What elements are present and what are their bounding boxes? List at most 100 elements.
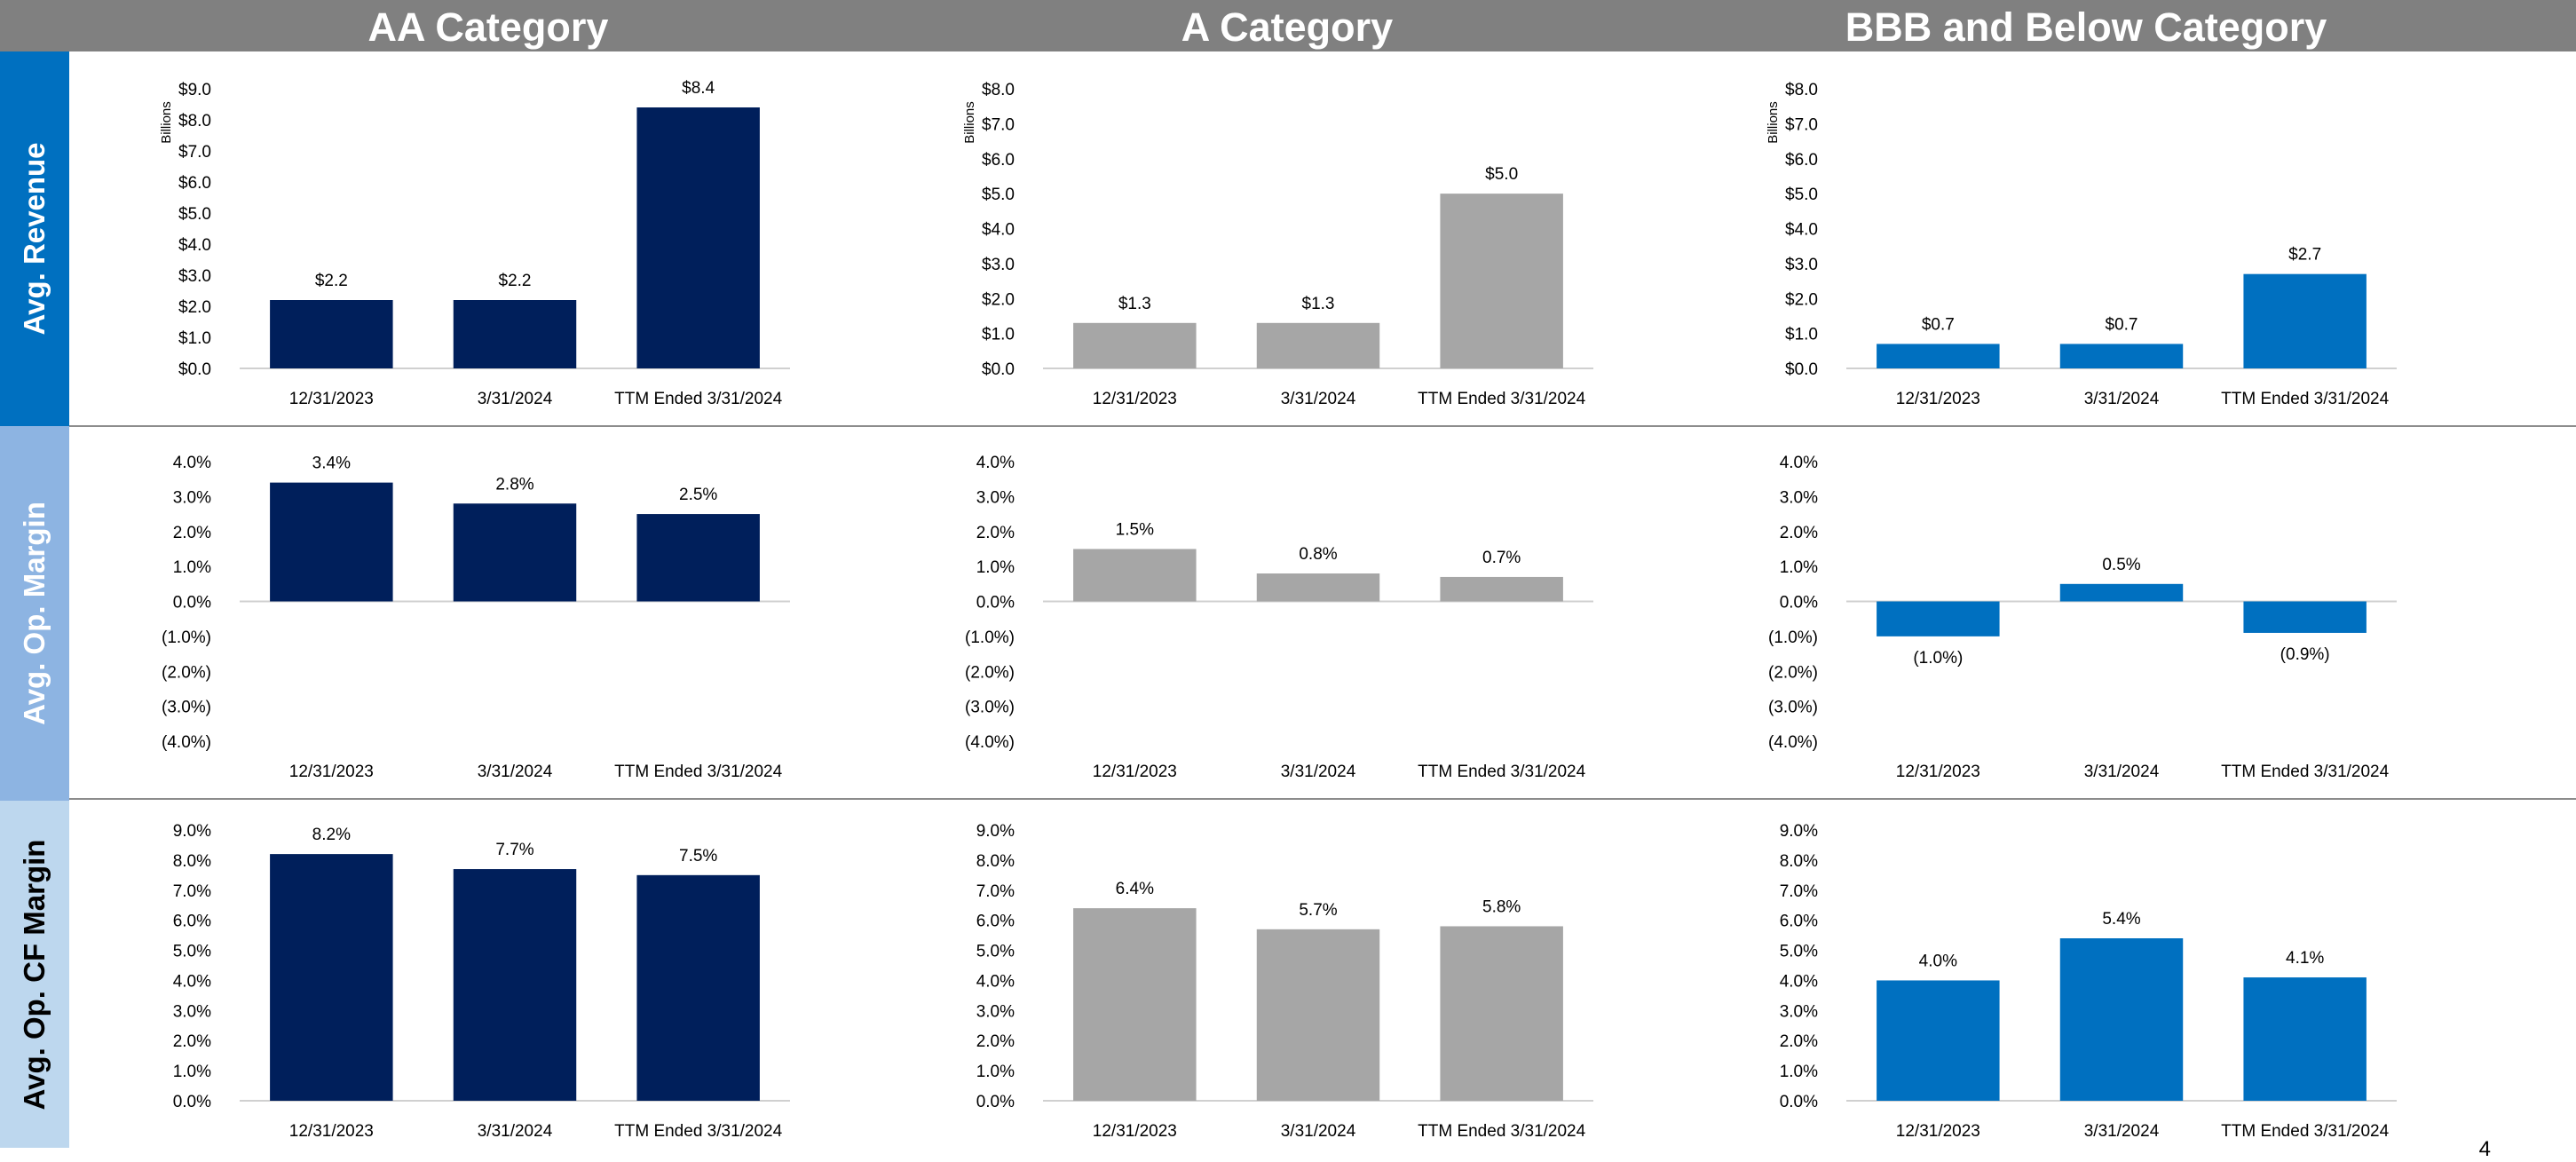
bar (453, 503, 577, 602)
y-tick-label: (1.0%) (1768, 628, 1818, 647)
y-tick-label: 3.0% (1780, 488, 1818, 507)
x-tick-label: 3/31/2024 (2084, 390, 2160, 408)
header-bar (0, 0, 2576, 51)
row-divider (69, 798, 2576, 800)
y-tick-label: 4.0% (1780, 454, 1818, 472)
bar (636, 514, 760, 602)
y-tick-label: (4.0%) (162, 733, 211, 752)
y-tick-label: $3.0 (1785, 256, 1818, 274)
y-tick-label: 2.0% (976, 524, 1015, 542)
y-tick-label: (3.0%) (1768, 699, 1818, 717)
data-label: 8.2% (312, 826, 351, 844)
data-label: 1.5% (1116, 520, 1154, 539)
x-tick-label: 3/31/2024 (2084, 1122, 2160, 1141)
data-label: 5.4% (2102, 910, 2140, 929)
y-tick-label: 5.0% (173, 943, 211, 961)
y-tick-label: $6.0 (1785, 151, 1818, 170)
data-label: $2.2 (499, 272, 532, 290)
x-tick-label: 3/31/2024 (478, 1122, 553, 1141)
y-tick-label: 0.0% (976, 1093, 1015, 1111)
row-label-revenue-text: Avg. Revenue (18, 142, 51, 336)
data-label: $5.0 (1485, 165, 1518, 184)
y-tick-label: 4.0% (976, 454, 1015, 472)
x-tick-label: 12/31/2023 (1093, 1122, 1177, 1141)
y-tick-label: 5.0% (976, 943, 1015, 961)
y-tick-label: $2.0 (1785, 290, 1818, 309)
chart-bbb-op-margin: (4.0%) (3.0%) (2.0%) (1.0%) 0.0% 1.0% 2.0% 3.0%… (1768, 454, 2397, 781)
y-tick-label: $1.0 (178, 329, 211, 348)
y-tick-label: 1.0% (976, 1063, 1015, 1081)
data-label: 4.1% (2286, 949, 2324, 968)
y-tick-label: $4.0 (982, 221, 1015, 240)
column-title-bbb: BBB and Below Category (1845, 4, 2327, 50)
y-tick-label: 5.0% (1780, 943, 1818, 961)
y-tick-label: 3.0% (173, 488, 211, 507)
bar (2243, 601, 2367, 633)
row-label-op-margin-text: Avg. Op. Margin (18, 502, 51, 725)
data-label: 7.7% (495, 841, 533, 859)
y-tick-label: $8.0 (1785, 81, 1818, 99)
bar (270, 482, 393, 602)
y-tick-label: $8.0 (178, 112, 211, 130)
chart-a-revenue: $0.0 $1.0 $2.0 $3.0 $4.0 $5.0 $6.0 $7.0 $8.0 Bill… (962, 81, 1593, 408)
x-tick-label: 3/31/2024 (478, 763, 553, 781)
x-tick-label: 12/31/2023 (289, 763, 374, 781)
data-label: 7.5% (679, 847, 717, 866)
row-label-cf-margin: Avg. Op. CF Margin (0, 801, 69, 1148)
y-tick-label: $5.0 (178, 205, 211, 224)
bar (1073, 322, 1197, 368)
bar (1440, 926, 1563, 1101)
column-title-aa: AA Category (367, 4, 609, 50)
x-tick-label: TTM Ended 3/31/2024 (2221, 390, 2389, 408)
bar (1877, 344, 2000, 368)
y-tick-label: $1.0 (982, 326, 1015, 344)
y-tick-label: 1.0% (976, 558, 1015, 577)
y-tick-label: 8.0% (976, 852, 1015, 871)
bar (2059, 344, 2184, 368)
data-label: $8.4 (682, 79, 715, 98)
chart-aa-op-margin: (4.0%) (3.0%) (2.0%) (1.0%) 0.0% 1.0% 2.0% 3.0%… (162, 454, 790, 781)
y-tick-label: 2.0% (173, 524, 211, 542)
data-label: $2.2 (315, 272, 348, 290)
y-tick-label: 1.0% (173, 558, 211, 577)
x-tick-label: TTM Ended 3/31/2024 (614, 390, 782, 408)
y-tick-label: 2.0% (976, 1032, 1015, 1051)
x-tick-label: 12/31/2023 (1896, 763, 1980, 781)
y-tick-label: $4.0 (1785, 221, 1818, 240)
y-tick-label: 9.0% (976, 822, 1015, 841)
bar (1440, 194, 1563, 368)
y-tick-label: 3.0% (1780, 1002, 1818, 1021)
x-tick-label: TTM Ended 3/31/2024 (2221, 1122, 2389, 1141)
bar (270, 854, 393, 1101)
y-tick-label: 4.0% (1780, 972, 1818, 991)
x-tick-label: 12/31/2023 (1093, 390, 1177, 408)
x-tick-label: TTM Ended 3/31/2024 (1418, 390, 1585, 408)
y-tick-label: 0.0% (1780, 594, 1818, 613)
y-tick-label: $1.0 (1785, 326, 1818, 344)
y-tick-label: 7.0% (1780, 882, 1818, 901)
y-tick-label: 0.0% (976, 594, 1015, 613)
y-tick-label: $6.0 (982, 151, 1015, 170)
y-tick-label: (3.0%) (965, 699, 1015, 717)
y-tick-label: 2.0% (1780, 524, 1818, 542)
x-tick-label: 12/31/2023 (289, 1122, 374, 1141)
data-label: 5.8% (1482, 897, 1521, 916)
data-label: $0.7 (1922, 315, 1955, 334)
y-axis-label: Billions (962, 101, 977, 144)
page-number: 4 (2478, 1137, 2491, 1161)
x-tick-label: TTM Ended 3/31/2024 (1418, 1122, 1585, 1141)
y-tick-label: $0.0 (178, 360, 211, 379)
y-tick-label: $7.0 (982, 115, 1015, 134)
y-tick-label: $2.0 (982, 290, 1015, 309)
bar (1877, 601, 2000, 636)
y-tick-label: (1.0%) (162, 628, 211, 647)
data-label: 3.4% (312, 455, 351, 473)
y-tick-label: 6.0% (1780, 913, 1818, 931)
x-tick-label: 3/31/2024 (1281, 763, 1356, 781)
y-tick-label: (4.0%) (1768, 733, 1818, 752)
y-tick-label: (2.0%) (162, 663, 211, 682)
row-label-op-margin: Avg. Op. Margin (0, 426, 69, 801)
bar (1256, 573, 1380, 602)
data-label: 0.5% (2102, 556, 2140, 574)
y-tick-label: 4.0% (173, 454, 211, 472)
